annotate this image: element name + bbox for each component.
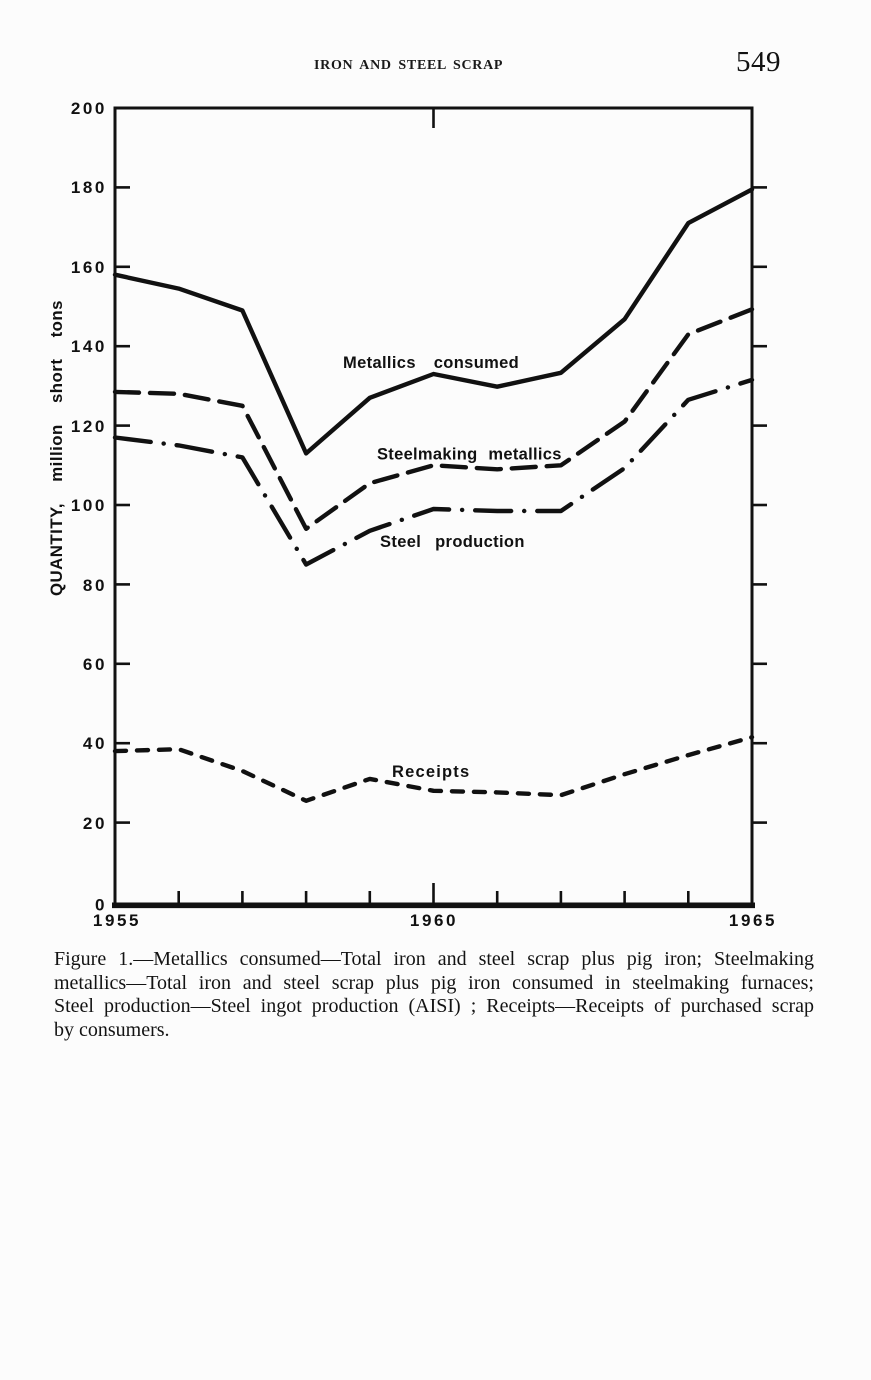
svg-text:1965: 1965: [729, 911, 777, 930]
svg-text:Receipts: Receipts: [392, 763, 470, 781]
svg-text:40: 40: [83, 734, 107, 753]
svg-text:160: 160: [71, 258, 107, 277]
svg-text:Steel production: Steel production: [380, 533, 525, 551]
svg-text:1960: 1960: [410, 911, 458, 930]
svg-text:60: 60: [83, 655, 107, 674]
svg-text:120: 120: [71, 417, 107, 436]
svg-text:QUANTITY, million short tons: QUANTITY, million short tons: [47, 300, 66, 596]
svg-text:0: 0: [95, 896, 107, 915]
svg-text:80: 80: [83, 576, 107, 595]
svg-text:140: 140: [71, 337, 107, 356]
svg-text:Steelmaking metallics: Steelmaking metallics: [377, 446, 562, 464]
svg-text:200: 200: [71, 99, 107, 118]
svg-text:180: 180: [71, 178, 107, 197]
svg-text:Metallics consumed: Metallics consumed: [343, 354, 519, 372]
svg-text:100: 100: [71, 496, 107, 515]
svg-text:20: 20: [83, 814, 107, 833]
svg-text:1955: 1955: [93, 911, 141, 930]
